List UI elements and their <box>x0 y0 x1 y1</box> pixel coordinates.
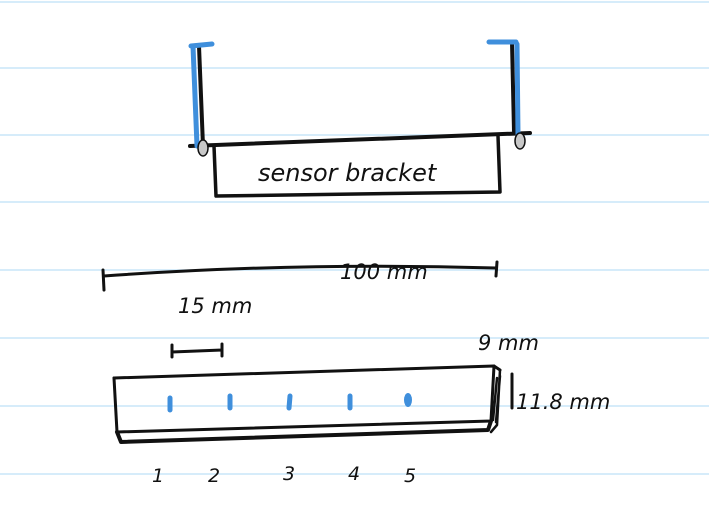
left-upright <box>197 44 205 148</box>
hole-number-2: 2 <box>208 465 220 487</box>
hole-number-labels: 1 2 3 4 5 <box>152 463 416 487</box>
sensor-bracket-box <box>212 134 502 198</box>
bar-side-face <box>489 364 502 434</box>
bottom-bar-sketch: 100 mm 15 mm 9 mm 11.8 mm 1 2 3 4 5 <box>101 260 610 487</box>
sensor-bracket-label: sensor bracket <box>258 159 438 187</box>
length-dimension-line <box>102 264 498 278</box>
depth-label: 9 mm <box>478 331 539 355</box>
hole-number-3: 3 <box>283 463 295 485</box>
left-peg <box>197 139 209 157</box>
spacing-label: 15 mm <box>178 294 252 318</box>
height-label: 11.8 mm <box>516 390 610 414</box>
hole-3 <box>286 393 293 411</box>
hole-number-5: 5 <box>404 465 416 487</box>
right-peg <box>514 132 526 150</box>
bar-bottom-shadow <box>115 419 493 444</box>
length-label: 100 mm <box>340 260 428 284</box>
top-mount-sketch: sensor bracket <box>188 39 532 198</box>
right-upright <box>510 40 516 133</box>
bar-top-face <box>112 364 502 380</box>
mount-crossbar <box>188 131 532 148</box>
hole-number-4: 4 <box>348 463 360 485</box>
spacing-dimension <box>170 342 224 359</box>
right-upright-highlight <box>486 39 521 137</box>
hole-5 <box>404 393 412 407</box>
left-upright-highlight <box>188 41 215 149</box>
length-dimension-ticks <box>101 260 499 292</box>
ruled-lines <box>0 1 709 475</box>
hole-number-1: 1 <box>152 465 164 487</box>
bar-front-outline <box>112 364 496 434</box>
hole-marks <box>167 393 412 413</box>
